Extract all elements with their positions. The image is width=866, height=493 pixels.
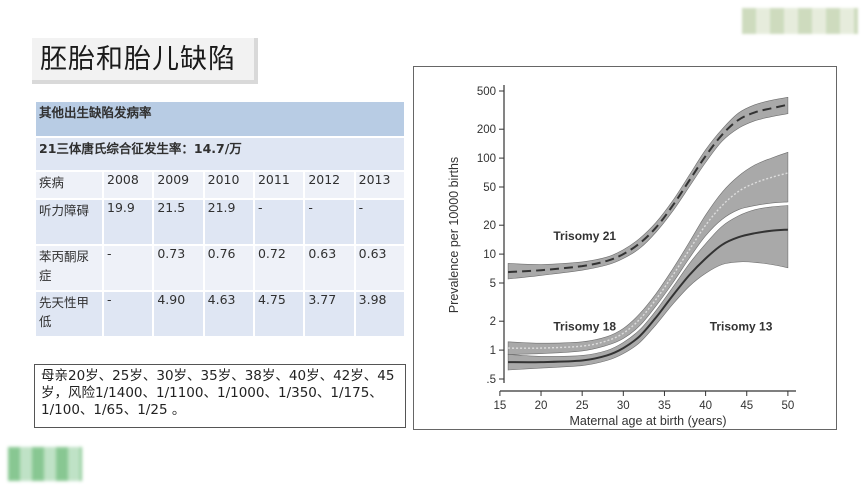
header-cell: 2008: [101, 170, 155, 200]
table-cell: -: [252, 198, 306, 246]
y-axis-label: Prevalence per 10000 births: [447, 157, 461, 313]
table-cell: 0.63: [303, 244, 356, 292]
header-cell: 疾病: [34, 170, 104, 200]
y-tick-label: 500: [477, 86, 496, 98]
y-tick-label: 50: [483, 182, 496, 194]
table-cell: 4.75: [252, 290, 306, 338]
trisomy-21-line: [508, 103, 789, 274]
header-cell: 2009: [152, 170, 205, 200]
table-cell: 0.63: [353, 244, 407, 292]
table-row: 苯丙酮尿症 - 0.73 0.76 0.72 0.63 0.63: [34, 244, 407, 292]
table-header-row: 疾病 2008 2009 2010 2011 2012 2013: [34, 170, 407, 200]
trisomy-21-label: Trisomy 21: [553, 229, 616, 243]
birth-defect-table: 其他出生缺陷发病率 21三体唐氏综合征发生率：14.7/万 疾病 2008 20…: [34, 100, 407, 338]
table-cell: -: [303, 198, 356, 246]
table-cell: 0.73: [152, 244, 205, 292]
header-cell: 2013: [353, 170, 407, 200]
x-tick-label: 50: [781, 400, 794, 412]
table-subtitle: 21三体唐氏综合征发生率：14.7/万: [34, 136, 406, 172]
y-tick-label: 20: [483, 220, 496, 232]
slide-title: 胚胎和胎儿缺陷: [32, 38, 258, 84]
maternal-age-risk-note: 母亲20岁、25岁、30岁、35岁、38岁、40岁、42岁、45岁，风险1/14…: [34, 364, 406, 428]
table-cell: 3.98: [353, 290, 407, 338]
x-axis-label: Maternal age at birth (years): [569, 414, 726, 428]
y-tick-label: 10: [483, 249, 496, 261]
table-row: 先天性甲低 - 4.90 4.63 4.75 3.77 3.98: [34, 290, 407, 338]
header-cell: 2012: [303, 170, 356, 200]
header-cell: 2010: [202, 170, 255, 200]
table-title: 其他出生缺陷发病率: [34, 100, 406, 138]
table-cell: 0.72: [252, 244, 306, 292]
y-tick-label: 2: [490, 316, 496, 328]
trisomy-13-line: [508, 228, 788, 364]
x-tick-label: 25: [576, 400, 589, 412]
trisomy-13-label: Trisomy 13: [710, 320, 773, 334]
x-tick-label: 30: [617, 400, 630, 412]
y-tick-label: 100: [477, 153, 496, 165]
table-title-row: 其他出生缺陷发病率: [34, 100, 406, 138]
table-cell: 21.9: [202, 198, 255, 246]
trisomy-18-band: [507, 151, 789, 355]
x-tick-label: 40: [699, 400, 712, 412]
y-tick-label: .5: [486, 374, 496, 386]
x-tick-label: 45: [740, 400, 753, 412]
table-row: 听力障碍 19.9 21.5 21.9 - - -: [34, 198, 407, 246]
table-cell: 21.5: [152, 198, 205, 246]
y-tick-label: 200: [477, 124, 496, 136]
table-cell: -: [101, 244, 155, 292]
blurred-logo-bottom: [8, 447, 82, 481]
series-labels: Trisomy 21 Trisomy 18 Trisomy 13: [553, 229, 772, 333]
y-tick-label: 5: [490, 278, 496, 290]
table-cell: 苯丙酮尿症: [34, 244, 104, 292]
table-subtitle-row: 21三体唐氏综合征发生率：14.7/万: [34, 136, 406, 172]
table-cell: 3.77: [303, 290, 356, 338]
table-cell: 4.63: [202, 290, 255, 338]
series-lines: [508, 103, 789, 364]
blurred-logo-top: [742, 8, 858, 34]
header-cell: 2011: [252, 170, 306, 200]
y-tick-label: 1: [490, 345, 496, 357]
table-cell: 听力障碍: [34, 198, 104, 246]
x-tick-label: 20: [535, 400, 548, 412]
table-cell: 0.76: [202, 244, 255, 292]
prevalence-chart: .5 1 2 5 10 20 50 100 200 500 15 20 25 30 35 40 45 50 Mate…: [413, 66, 837, 430]
trisomy-18-label: Trisomy 18: [553, 320, 616, 334]
table-cell: 19.9: [101, 198, 155, 246]
x-tick-label: 35: [658, 400, 671, 412]
table-cell: 先天性甲低: [34, 290, 104, 338]
trisomy-21-band: [507, 96, 789, 280]
table-cell: -: [353, 198, 407, 246]
table-cell: 4.90: [152, 290, 205, 338]
table-cell: -: [101, 290, 155, 338]
x-tick-label: 15: [493, 400, 506, 412]
